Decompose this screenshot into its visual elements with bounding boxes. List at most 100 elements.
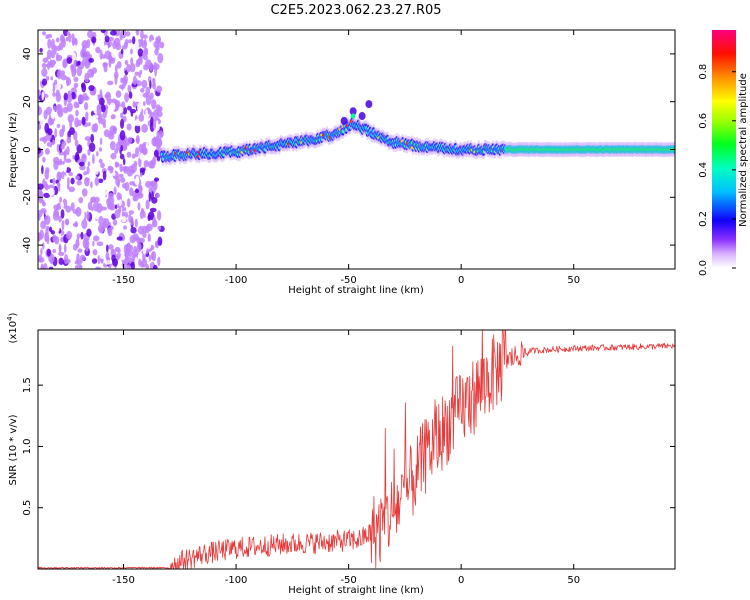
spectrogram-noise-cell bbox=[70, 202, 75, 212]
spectrogram-noise-cell bbox=[122, 207, 127, 212]
spectrogram-noise-cell bbox=[43, 93, 49, 98]
spectrogram-noise-cell bbox=[65, 205, 72, 213]
spectrogram-noise-cell bbox=[113, 186, 117, 195]
spectrogram-noise-cell bbox=[109, 125, 116, 136]
spectrogram-noise-cell bbox=[94, 93, 98, 103]
spectrogram-noise-cell bbox=[135, 147, 139, 158]
spectrogram-noise-cell bbox=[72, 209, 80, 215]
spectrogram-noise-cell bbox=[87, 161, 91, 167]
spectrogram-noise-cell bbox=[112, 219, 118, 226]
spectrogram-noise-cell bbox=[56, 143, 60, 153]
spectrogram-noise-cell bbox=[61, 140, 67, 147]
spectrogram-noise-cell bbox=[40, 248, 43, 255]
spectrogram-noise-cell bbox=[52, 156, 60, 164]
spectrogram-noise-cell bbox=[95, 46, 101, 54]
spectrogram-noise-cell bbox=[78, 94, 85, 104]
spectrogram-noise-cell bbox=[45, 106, 53, 116]
spectrogram-noise-cell bbox=[56, 104, 61, 111]
spectrogram-noise-cell bbox=[114, 116, 120, 124]
spectrogram-blob bbox=[365, 100, 373, 109]
spectrogram-noise-cell bbox=[38, 140, 45, 149]
spectrogram-noise-cell bbox=[91, 172, 95, 183]
spectrogram-noise-cell bbox=[145, 180, 152, 188]
spectrogram-noise-cell bbox=[107, 196, 115, 206]
spectrogram-noise-cell bbox=[127, 256, 133, 264]
spectrogram-noise-cell bbox=[81, 188, 88, 197]
spectrogram-panel: -150 -100 -50 0 50 -40 -20 0 20 40 Height of str… bbox=[8, 29, 676, 296]
spectrogram-blob bbox=[358, 112, 366, 121]
spectrogram-noise-cell bbox=[42, 57, 48, 63]
spectrogram-noise-cell bbox=[153, 149, 159, 158]
spectrogram-noise-cell bbox=[85, 111, 89, 122]
spectrogram-noise-cell bbox=[127, 136, 133, 144]
spectrogram-noise-cell bbox=[75, 109, 79, 117]
spectrogram-noise-cell bbox=[76, 263, 83, 269]
spectrogram-noise-cell bbox=[48, 266, 54, 269]
spectrogram-noise-cell bbox=[128, 91, 133, 99]
spectrogram-noise-cell bbox=[156, 85, 163, 93]
spectrogram-noise-cell bbox=[73, 76, 79, 82]
spectrogram-noise-cell bbox=[114, 64, 118, 73]
spectrogram-noise-cell bbox=[154, 240, 159, 247]
spectrogram-noise-cell bbox=[151, 99, 157, 110]
spectrogram-noise-cell bbox=[120, 118, 125, 129]
snr-x-tick-label: 50 bbox=[567, 575, 580, 586]
spectrogram-noise-cell bbox=[137, 202, 141, 211]
spectrogram-noise-cell bbox=[81, 153, 87, 164]
spectrogram-noise-cell bbox=[77, 248, 83, 253]
spectrogram-noise-cell bbox=[153, 61, 158, 71]
spectrogram-noise-cell bbox=[134, 71, 140, 76]
spectrogram-noise-cell bbox=[98, 158, 103, 164]
spectrogram-noise-cell bbox=[100, 30, 106, 34]
spectrogram-noise-cell bbox=[140, 207, 145, 215]
spectrogram-noise-cell bbox=[130, 48, 133, 55]
spectrogram-noise-cell bbox=[81, 219, 88, 230]
spectrogram-noise-cell bbox=[75, 192, 82, 198]
spectrogram-noise-cell bbox=[54, 128, 58, 138]
spectrogram-noise-cell bbox=[157, 256, 161, 267]
snr-x-label: Height of straight line (km) bbox=[288, 585, 424, 596]
spectrogram-noise-cell bbox=[46, 248, 51, 257]
spectrogram-noise-cell bbox=[76, 180, 82, 186]
spectrogram-noise-cell bbox=[126, 169, 133, 177]
spectrogram-noise-cell bbox=[152, 156, 157, 165]
spectrogram-noise-cell bbox=[52, 177, 56, 185]
spectrogram-noise-cell bbox=[101, 54, 107, 59]
spectrogram-y-label: Frequency (Hz) bbox=[8, 112, 19, 188]
spectrogram-noise-cell bbox=[70, 177, 75, 185]
spectrogram-noise-cell bbox=[74, 260, 80, 265]
spectrogram-noise-cell bbox=[142, 245, 147, 255]
spectrogram-noise-cell bbox=[136, 242, 142, 253]
spectrogram-noise-cell bbox=[142, 34, 148, 39]
snr-y-tick-label: 0.5 bbox=[22, 500, 33, 516]
spectrogram-noise-cell bbox=[135, 61, 141, 68]
spectrogram-noise-cell bbox=[119, 130, 126, 141]
spectrogram-noise-cell bbox=[149, 80, 152, 89]
spectrogram-noise-cell bbox=[89, 166, 96, 175]
spectrogram-noise-cell bbox=[136, 102, 143, 113]
snr-y-multiplier: (x104) bbox=[6, 312, 19, 343]
spectrogram-noise-cell bbox=[131, 36, 136, 45]
spectrogram-noise-cell bbox=[58, 215, 62, 223]
spectrogram-noise-cell bbox=[74, 117, 80, 128]
spectrogram-noise-cell bbox=[53, 79, 58, 86]
spectrogram-noise-cell bbox=[46, 225, 50, 231]
snr-y-label: SNR (10 * v/v) bbox=[8, 414, 19, 485]
spectrogram-noise-cell bbox=[137, 48, 144, 57]
spectrogram-noise-cell bbox=[152, 216, 156, 225]
spectrogram-noise-cell bbox=[71, 38, 75, 47]
spectrogram-noise-cell bbox=[63, 243, 67, 254]
spectrogram-noise-cell bbox=[60, 145, 65, 150]
spectrogram-noise-cell bbox=[141, 258, 148, 268]
spectrogram-noise-cell bbox=[155, 120, 159, 131]
spectrogram-noise-cell bbox=[138, 237, 145, 243]
spectrogram-noise-cell bbox=[143, 160, 149, 168]
spectrogram-noise-cell bbox=[104, 35, 110, 43]
spectrogram-noise-cell bbox=[126, 198, 131, 208]
spectrogram-noise-cell bbox=[154, 48, 159, 56]
spectrogram-noise-cell bbox=[139, 172, 143, 177]
spectrogram-noise-cell bbox=[107, 80, 114, 86]
spectrogram-noise-cell bbox=[50, 76, 54, 81]
spectrogram-x-ticks: -150 -100 -50 0 50 bbox=[112, 30, 580, 286]
spectrogram-noise-cell bbox=[58, 251, 65, 256]
